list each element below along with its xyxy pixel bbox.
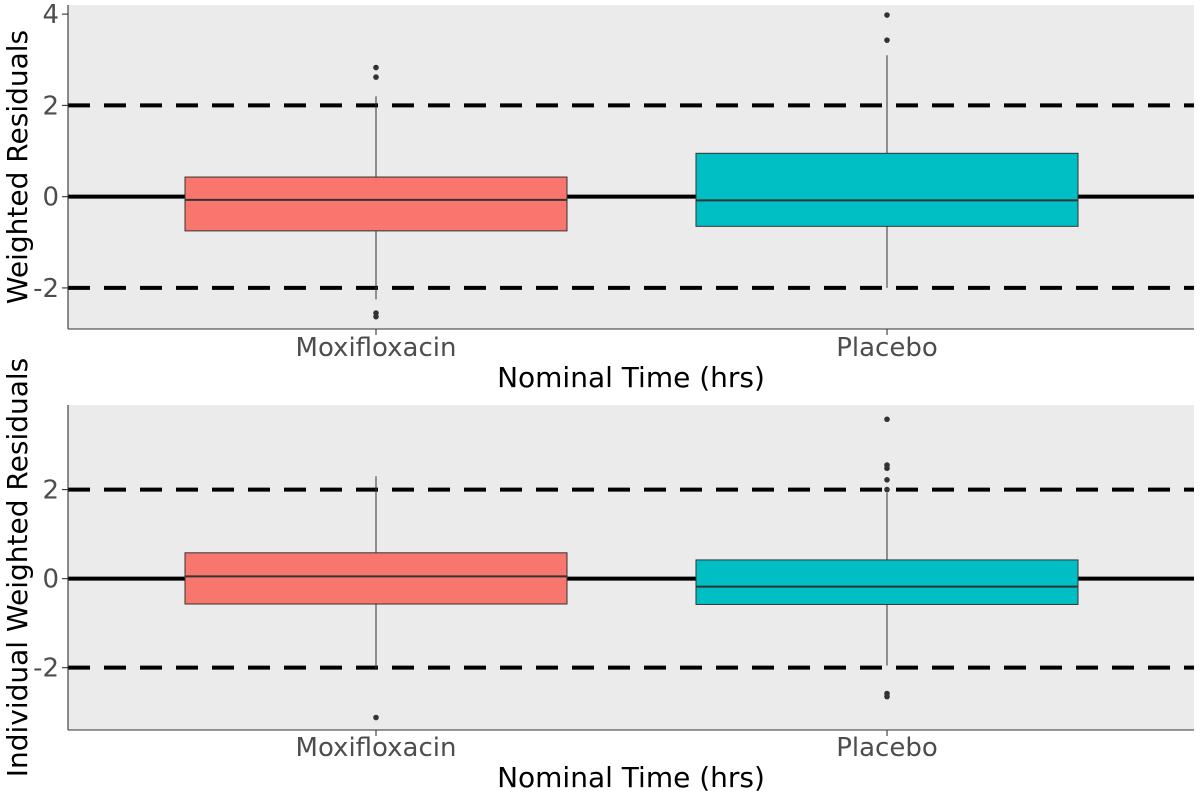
- outlier-point: [373, 64, 379, 71]
- y-tick-label: 2: [42, 91, 59, 121]
- y-tick-label: 2: [42, 476, 59, 506]
- x-tick-label: Moxifloxacin: [296, 733, 457, 763]
- box-body: [695, 152, 1079, 227]
- outlier-point: [884, 416, 890, 423]
- box-body: [184, 176, 568, 232]
- y-axis-title: Individual Weighted Residuals: [1, 358, 34, 778]
- y-tick-label: -2: [33, 274, 59, 304]
- y-tick-label: -2: [33, 654, 59, 684]
- outlier-point: [373, 313, 379, 320]
- outlier-point: [373, 74, 379, 80]
- x-axis-title: Nominal Time (hrs): [497, 761, 765, 794]
- box-moxifloxacin: [184, 64, 568, 320]
- box-moxifloxacin: [184, 476, 568, 721]
- y-tick-label: 0: [42, 183, 59, 213]
- box-body: [695, 559, 1079, 605]
- box-placebo: [695, 416, 1079, 700]
- outlier-point: [373, 714, 379, 721]
- box-body: [184, 552, 568, 605]
- panel-1: 4 2 0 -2 Moxifloxacin Placebo Nominal Time (hr…: [1, 0, 1194, 394]
- panel-2: 2 0 -2 Moxifloxacin Placebo Nominal Time (hrs…: [1, 358, 1194, 794]
- x-tick-label: Placebo: [836, 333, 938, 363]
- outlier-point: [884, 465, 890, 472]
- y-tick-label: 4: [42, 0, 59, 30]
- x-tick-label: Moxifloxacin: [296, 333, 457, 363]
- box-placebo: [695, 12, 1079, 288]
- y-tick-label: 0: [42, 565, 59, 595]
- outlier-point: [884, 693, 890, 700]
- outlier-point: [884, 486, 890, 493]
- x-axis-title: Nominal Time (hrs): [497, 361, 765, 394]
- outlier-point: [884, 12, 890, 18]
- outlier-point: [884, 476, 890, 483]
- outlier-point: [884, 37, 890, 43]
- y-axis-title: Weighted Residuals: [1, 30, 34, 304]
- x-tick-label: Placebo: [836, 733, 938, 763]
